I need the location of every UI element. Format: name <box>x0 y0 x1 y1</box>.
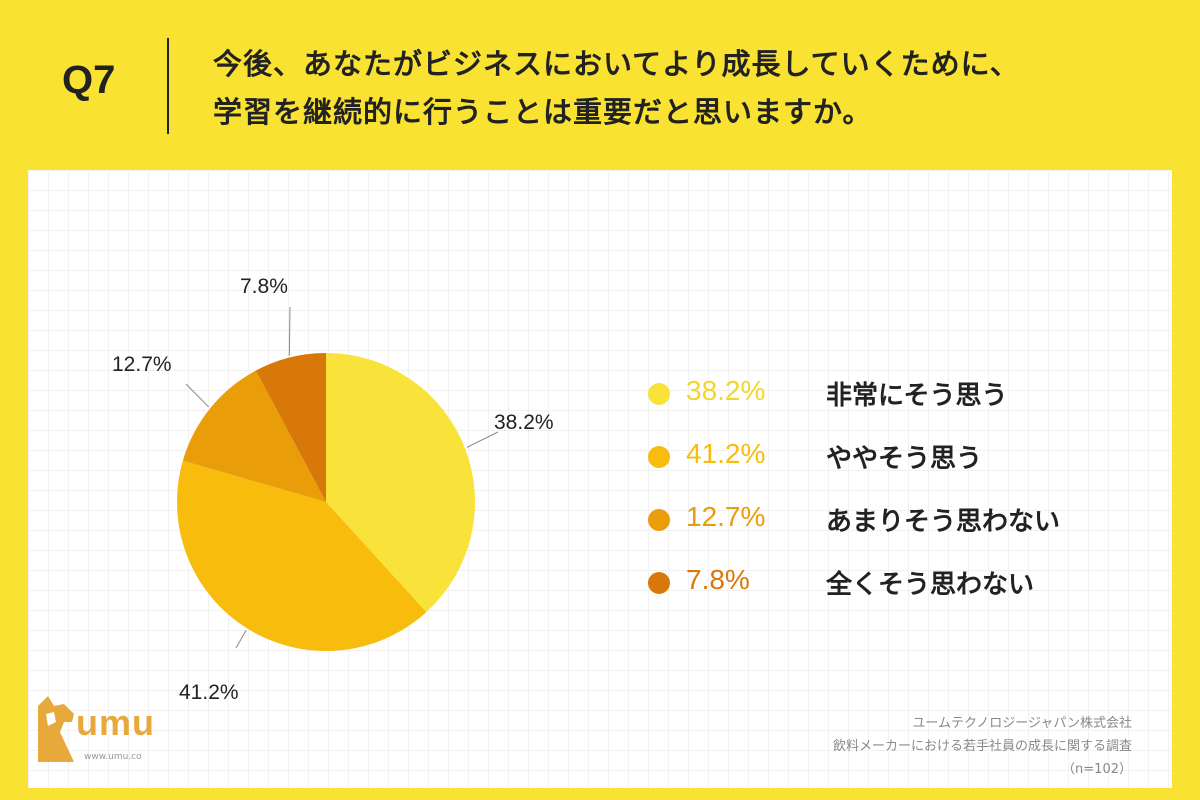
legend-item-somewhat: 41.2% ややそう思う <box>648 438 1108 478</box>
legend-label: 全くそう思わない <box>826 570 1035 600</box>
source-sample-size: （n=102） <box>1062 762 1132 777</box>
pie-label-not-much: 12.7% <box>112 353 172 376</box>
legend-value: 41.2% <box>686 438 766 469</box>
legend-swatch <box>648 383 670 405</box>
leader-line <box>288 306 291 356</box>
pie-label-not-at-all: 7.8% <box>240 275 288 298</box>
pie-slices <box>176 353 476 651</box>
legend-value: 12.7% <box>686 501 766 532</box>
pie-slice-not-at-all <box>255 353 326 502</box>
pie-slice-very-much <box>326 353 476 613</box>
pie-label-somewhat: 41.2% <box>179 681 239 704</box>
legend-label: あまりそう思わない <box>826 507 1061 537</box>
legend-swatch <box>648 509 670 531</box>
pie-slice-not-much <box>182 370 326 502</box>
horse-logo-icon <box>38 696 74 762</box>
legend-item-not-much: 12.7% あまりそう思わない <box>648 501 1108 541</box>
pie-chart <box>176 306 499 651</box>
question-line-1: 今後、あなたがビジネスにおいてより成長していくために、 <box>213 47 1020 81</box>
question-number: Q7 <box>62 58 116 102</box>
umu-logo: umu www.umu.co <box>34 692 194 772</box>
source-survey: 飲料メーカーにおける若手社員の成長に関する調査 <box>832 739 1132 754</box>
leader-line <box>466 431 499 448</box>
leader-line <box>185 383 210 408</box>
chart-panel: 38.2% 41.2% 12.7% 7.8% 38.2% 非常にそう思う 41.… <box>28 170 1172 788</box>
question-line-2: 学習を継続的に行うことは重要だと思いますか。 <box>213 95 873 129</box>
question-text: 今後、あなたがビジネスにおいてより成長していくために、 学習を継続的に行うことは… <box>213 40 1020 136</box>
header-divider <box>167 38 169 134</box>
header: Q7 今後、あなたがビジネスにおいてより成長していくために、 学習を継続的に行う… <box>0 0 1200 170</box>
legend-item-not-at-all: 7.8% 全くそう思わない <box>648 564 1108 604</box>
legend-label: 非常にそう思う <box>826 381 1008 411</box>
legend-item-very-much: 38.2% 非常にそう思う <box>648 375 1108 415</box>
pie-slice-somewhat <box>176 460 427 651</box>
legend-value: 38.2% <box>686 375 766 406</box>
logo-url: www.umu.co <box>84 752 142 762</box>
pie-leader-lines <box>185 306 499 649</box>
leader-line <box>235 629 247 649</box>
legend-swatch <box>648 446 670 468</box>
legend-value: 7.8% <box>686 564 750 595</box>
logo-wordmark: umu <box>76 702 155 743</box>
pie-label-very-much: 38.2% <box>494 411 554 434</box>
source-company: ユームテクノロジージャパン株式会社 <box>912 716 1132 731</box>
legend-label: ややそう思う <box>826 444 983 474</box>
legend-swatch <box>648 572 670 594</box>
source-note: ユームテクノロジージャパン株式会社 飲料メーカーにおける若手社員の成長に関する調… <box>833 712 1132 781</box>
